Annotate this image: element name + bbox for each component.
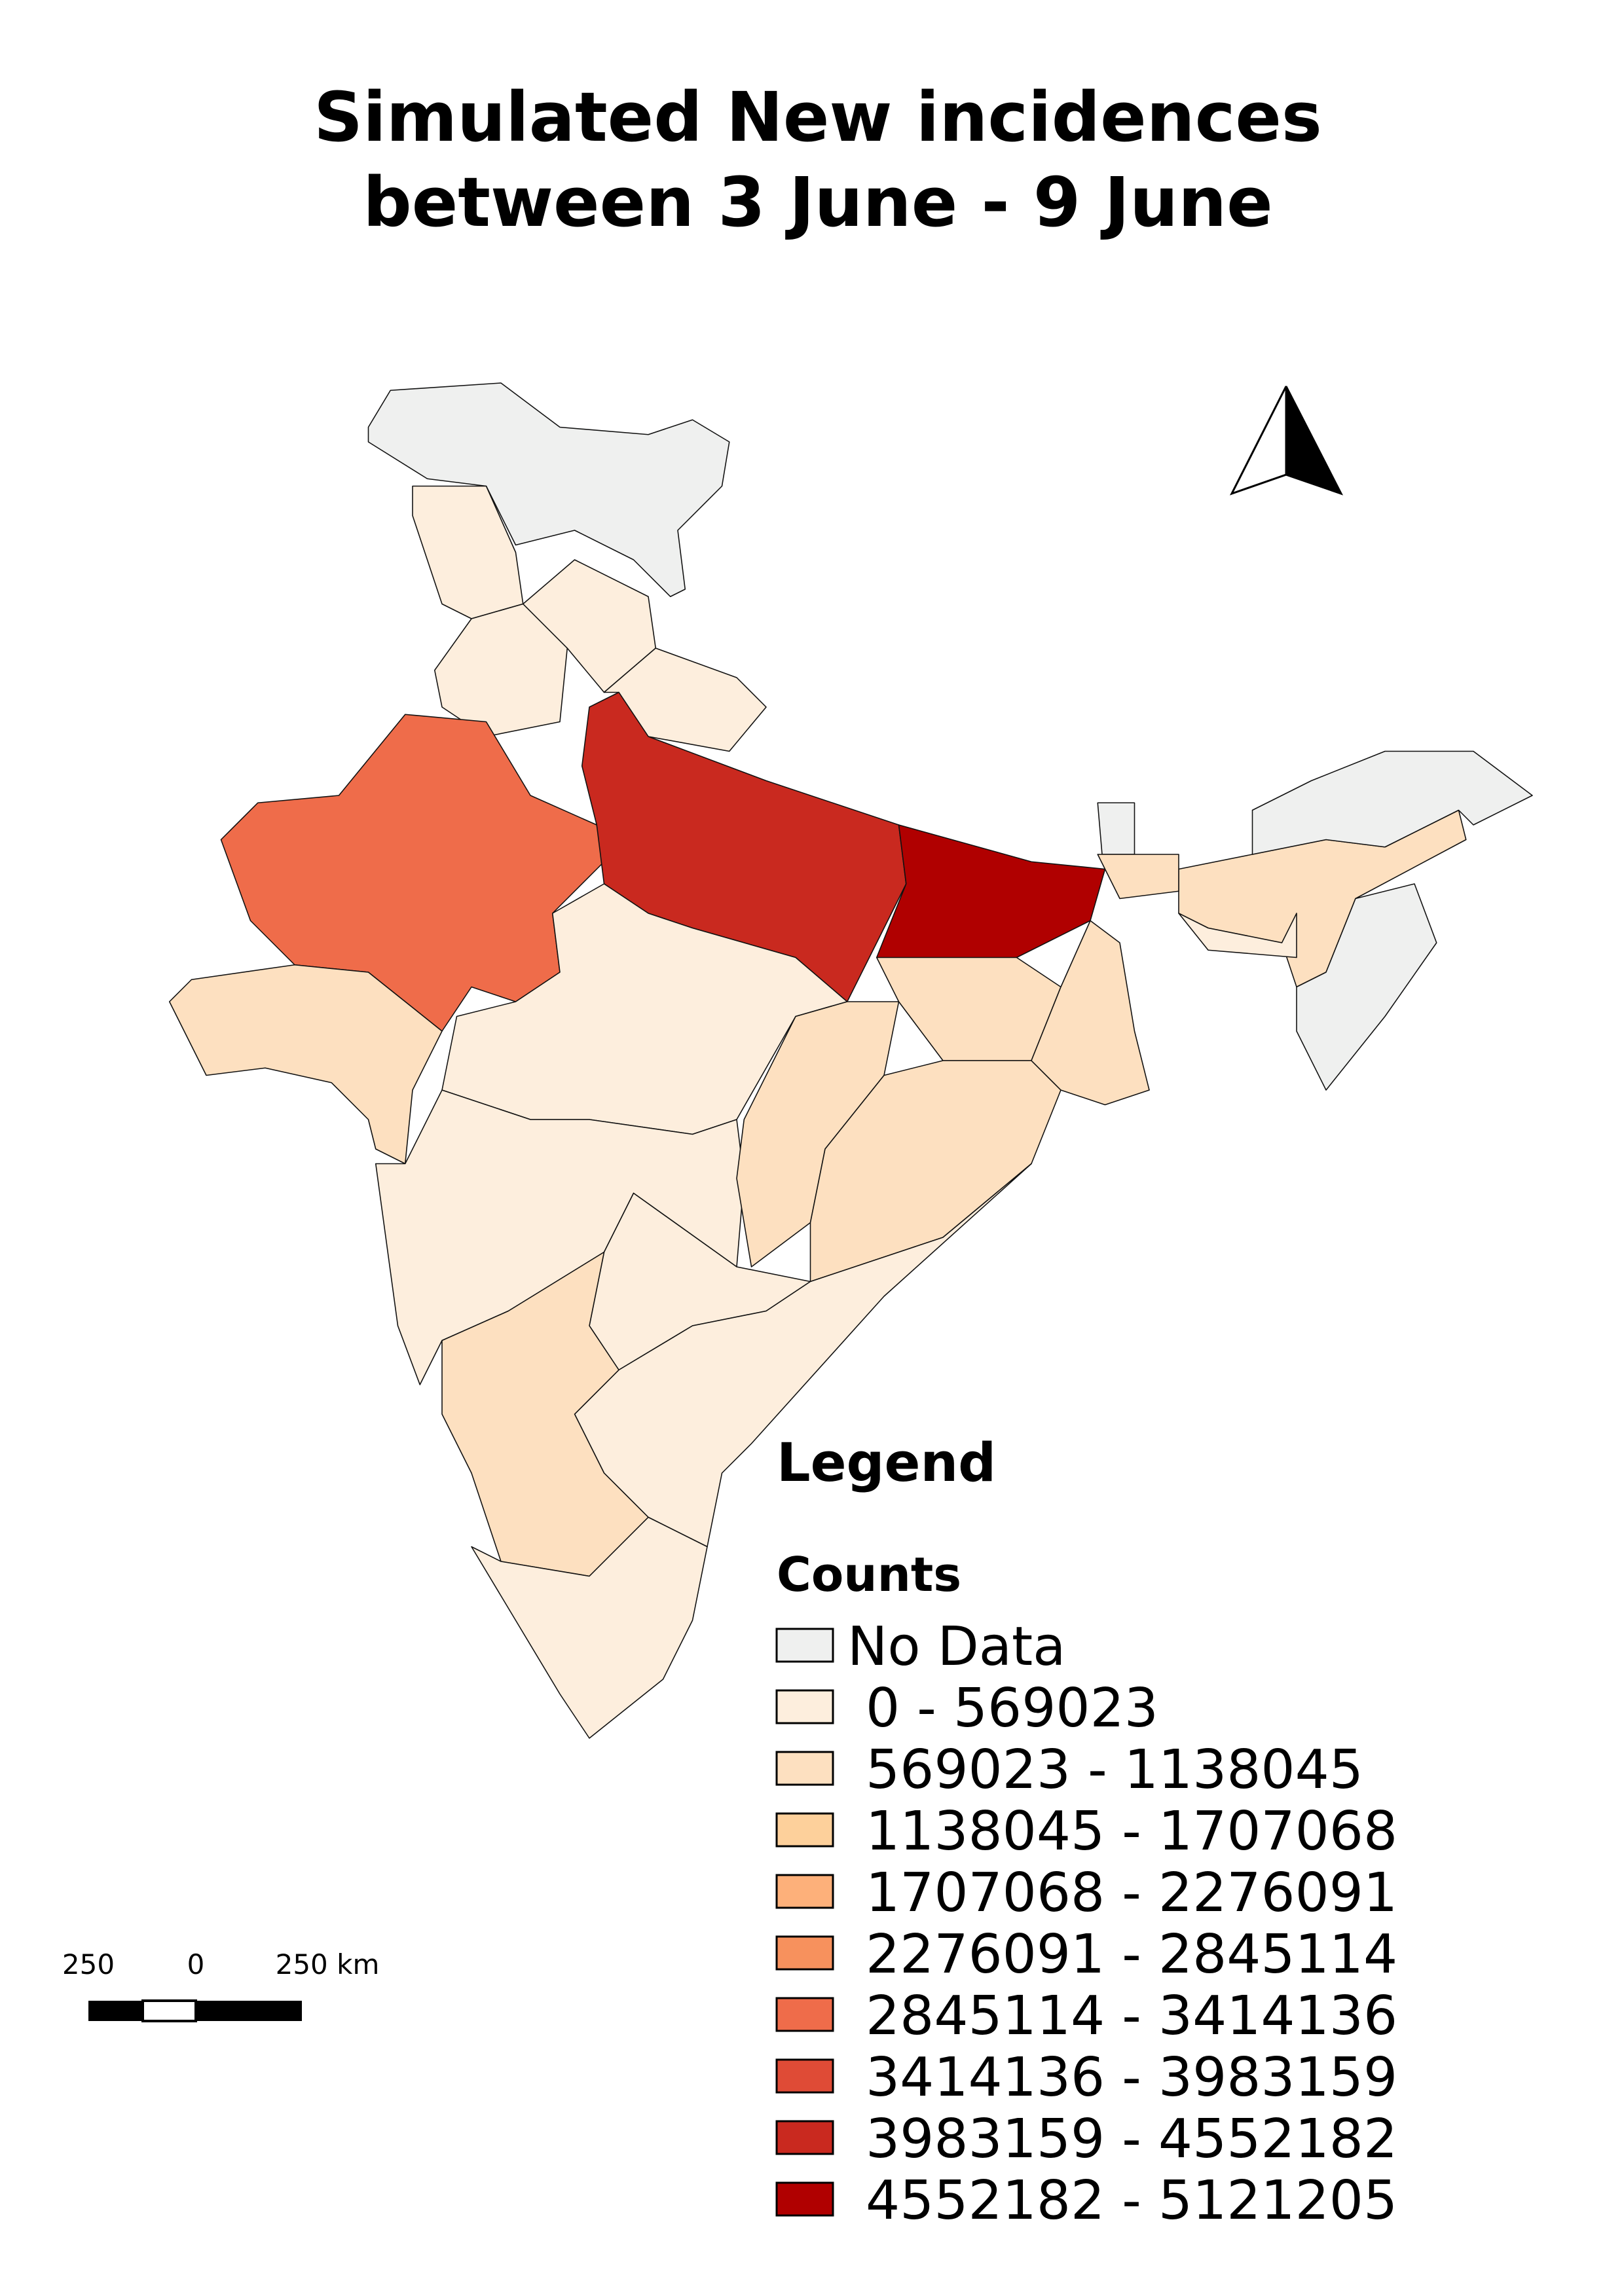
legend-swatch: [775, 2181, 834, 2217]
title-line: Simulated New incidences: [314, 77, 1322, 157]
legend-label: 1707068 - 2276091: [866, 1862, 1397, 1924]
legend-swatch: [775, 1935, 834, 1971]
legend-title: Counts: [777, 1547, 961, 1602]
region: [367, 382, 730, 598]
north-arrow-right: [1285, 386, 1344, 496]
legend-label: 2845114 - 3414136: [866, 1985, 1397, 2047]
legend-label: 1138045 - 1707068: [866, 1800, 1397, 1863]
legend-swatch: [775, 1997, 834, 2032]
legend-label: 3414136 - 3983159: [866, 2047, 1397, 2109]
title-line: between 3 June - 9 June: [363, 162, 1272, 242]
legend-label: 2276091 - 2845114: [866, 1923, 1397, 1986]
scale-segment: [88, 2001, 143, 2021]
scale-label: 250 km: [276, 1948, 380, 1980]
region: [1251, 750, 1533, 855]
india-map: [168, 382, 1533, 1739]
legend-swatch: [775, 1874, 834, 1909]
region: [168, 964, 443, 1165]
north-arrow: [1229, 386, 1344, 496]
legend-label: No Data: [847, 1616, 1065, 1678]
region: [471, 1516, 708, 1739]
legend-swatch: [775, 1628, 834, 1663]
region: [1031, 920, 1150, 1106]
legend-heading: Legend: [777, 1432, 996, 1494]
scale-label: 0: [187, 1948, 205, 1980]
legend-label: 0 - 569023: [866, 1677, 1158, 1740]
legend-swatch: [775, 1751, 834, 1786]
region: [441, 1251, 649, 1577]
scale-label: 250: [62, 1948, 115, 1980]
legend-label: 3983159 - 4552182: [866, 2108, 1397, 2170]
scale-segment: [196, 2001, 302, 2021]
region: [1097, 802, 1135, 855]
region: [375, 1089, 745, 1385]
scale-segment: [141, 1999, 197, 2022]
legend-label: 4552182 - 5121205: [866, 2170, 1397, 2232]
legend-swatch: [775, 1812, 834, 1848]
legend-swatch: [775, 1689, 834, 1724]
legend-swatch: [775, 2058, 834, 2094]
region: [1296, 883, 1437, 1091]
region: [1097, 854, 1179, 900]
scale-bar: 250 0 250 km: [62, 1948, 380, 2022]
region: [1178, 913, 1297, 958]
legend-swatch: [775, 2120, 834, 2155]
legend-label: 569023 - 1138045: [866, 1739, 1363, 1801]
